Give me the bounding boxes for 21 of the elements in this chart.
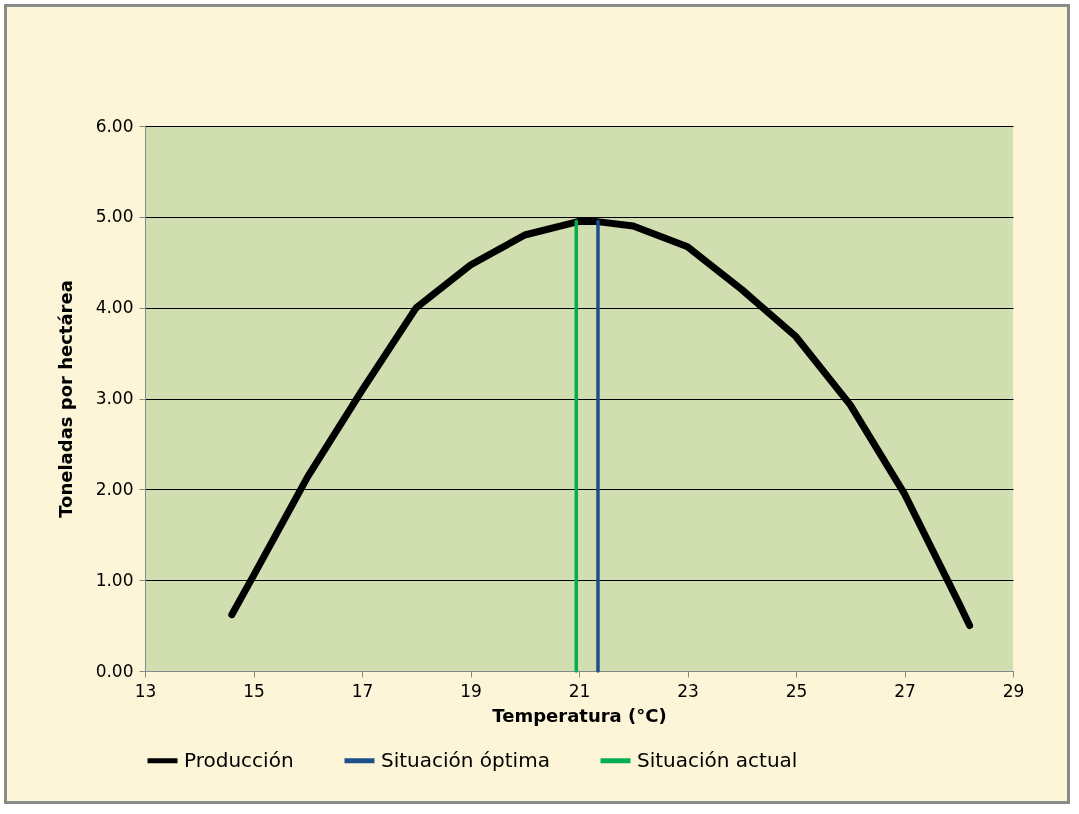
x-tick-label: 17	[351, 680, 374, 701]
legend-label: Situación actual	[637, 747, 798, 772]
x-tick-label: 25	[785, 680, 808, 701]
x-axis-title: Temperatura (°C)	[492, 704, 667, 726]
x-tick-label: 29	[1002, 680, 1025, 701]
x-tick-label: 19	[460, 680, 482, 701]
x-tick-label: 15	[243, 680, 265, 701]
y-tick-label: 6.00	[95, 115, 134, 136]
y-tick-label: 2.00	[95, 478, 134, 499]
x-tick-label: 27	[894, 680, 916, 701]
legend-label: Situación óptima	[381, 747, 550, 772]
y-tick-label: 0.00	[95, 660, 134, 681]
x-tick-label: 13	[134, 680, 157, 701]
x-tick-label: 23	[677, 680, 699, 701]
y-tick-label: 3.00	[95, 388, 134, 408]
y-axis-title: Toneladas por hectárea	[54, 280, 76, 518]
y-tick-label: 5.00	[95, 206, 134, 227]
legend-label: Producción	[184, 747, 294, 772]
x-tick-label: 21	[568, 680, 591, 701]
y-tick-label: 4.00	[95, 297, 134, 318]
y-tick-label: 1.00	[95, 569, 134, 590]
